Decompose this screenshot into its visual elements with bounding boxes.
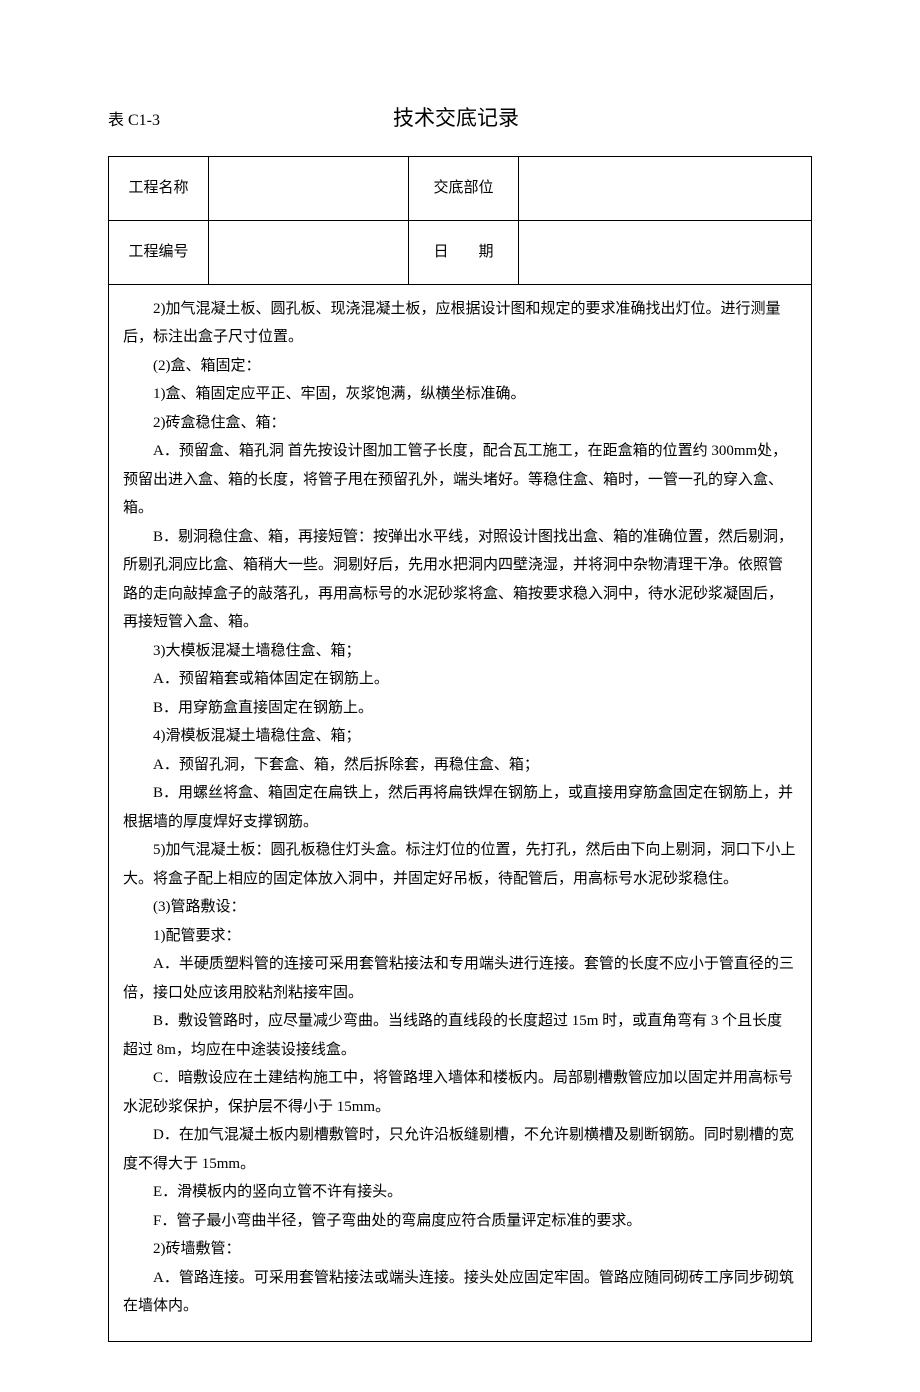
label-position: 交底部位 bbox=[409, 156, 519, 220]
content-paragraph: (2)盒、箱固定： bbox=[123, 352, 797, 381]
content-paragraph: B．用螺丝将盒、箱固定在扁铁上，然后再将扁铁焊在钢筋上，或直接用穿筋盒固定在钢筋… bbox=[123, 779, 797, 836]
content-paragraph: C．暗敷设应在土建结构施工中，将管路埋入墙体和楼板内。局部剔槽敷管应加以固定并用… bbox=[123, 1064, 797, 1121]
info-table: 工程名称 交底部位 工程编号 日 期 2)加气混凝土板、圆孔板、现浇混凝土板，应… bbox=[108, 156, 812, 1342]
value-project-name bbox=[209, 156, 409, 220]
table-label: 表 C1-3 bbox=[108, 107, 160, 136]
content-cell: 2)加气混凝土板、圆孔板、现浇混凝土板，应根据设计图和规定的要求准确找出灯位。进… bbox=[109, 284, 812, 1341]
table-row: 工程名称 交底部位 bbox=[109, 156, 812, 220]
content-paragraph: F．管子最小弯曲半径，管子弯曲处的弯扁度应符合质量评定标准的要求。 bbox=[123, 1207, 797, 1236]
content-paragraph: 2)加气混凝土板、圆孔板、现浇混凝土板，应根据设计图和规定的要求准确找出灯位。进… bbox=[123, 295, 797, 352]
table-row-content: 2)加气混凝土板、圆孔板、现浇混凝土板，应根据设计图和规定的要求准确找出灯位。进… bbox=[109, 284, 812, 1341]
content-paragraph: B．用穿筋盒直接固定在钢筋上。 bbox=[123, 694, 797, 723]
value-project-number bbox=[209, 220, 409, 284]
content-paragraph: A．管路连接。可采用套管粘接法或端头连接。接头处应固定牢固。管路应随同砌砖工序同… bbox=[123, 1264, 797, 1321]
label-date: 日 期 bbox=[409, 220, 519, 284]
content-paragraph: A．半硬质塑料管的连接可采用套管粘接法和专用端头进行连接。套管的长度不应小于管直… bbox=[123, 950, 797, 1007]
value-date bbox=[519, 220, 812, 284]
value-position bbox=[519, 156, 812, 220]
content-paragraph: A．预留盒、箱孔洞 首先按设计图加工管子长度，配合瓦工施工，在距盒箱的位置约 3… bbox=[123, 437, 797, 523]
label-project-name: 工程名称 bbox=[109, 156, 209, 220]
content-paragraph: B．剔洞稳住盒、箱，再接短管：按弹出水平线，对照设计图找出盒、箱的准确位置，然后… bbox=[123, 523, 797, 637]
content-paragraph: 5)加气混凝土板：圆孔板稳住灯头盒。标注灯位的位置，先打孔，然后由下向上剔洞，洞… bbox=[123, 836, 797, 893]
content-paragraph: A．预留箱套或箱体固定在钢筋上。 bbox=[123, 665, 797, 694]
label-project-number: 工程编号 bbox=[109, 220, 209, 284]
content-paragraph: B．敷设管路时，应尽量减少弯曲。当线路的直线段的长度超过 15m 时，或直角弯有… bbox=[123, 1007, 797, 1064]
content-paragraph: 2)砖盒稳住盒、箱： bbox=[123, 409, 797, 438]
content-paragraph: 3)大模板混凝土墙稳住盒、箱； bbox=[123, 637, 797, 666]
content-paragraph: E．滑模板内的竖向立管不许有接头。 bbox=[123, 1178, 797, 1207]
main-title: 技术交底记录 bbox=[160, 100, 812, 138]
content-paragraph: 1)配管要求： bbox=[123, 922, 797, 951]
content-paragraph: 1)盒、箱固定应平正、牢固，灰浆饱满，纵横坐标准确。 bbox=[123, 380, 797, 409]
content-paragraph: D．在加气混凝土板内剔槽敷管时，只允许沿板缝剔槽，不允许剔横槽及剔断钢筋。同时剔… bbox=[123, 1121, 797, 1178]
content-paragraph: A．预留孔洞，下套盒、箱，然后拆除套，再稳住盒、箱； bbox=[123, 751, 797, 780]
content-paragraph: (3)管路敷设： bbox=[123, 893, 797, 922]
content-paragraph: 2)砖墙敷管： bbox=[123, 1235, 797, 1264]
content-paragraph: 4)滑模板混凝土墙稳住盒、箱； bbox=[123, 722, 797, 751]
table-row: 工程编号 日 期 bbox=[109, 220, 812, 284]
